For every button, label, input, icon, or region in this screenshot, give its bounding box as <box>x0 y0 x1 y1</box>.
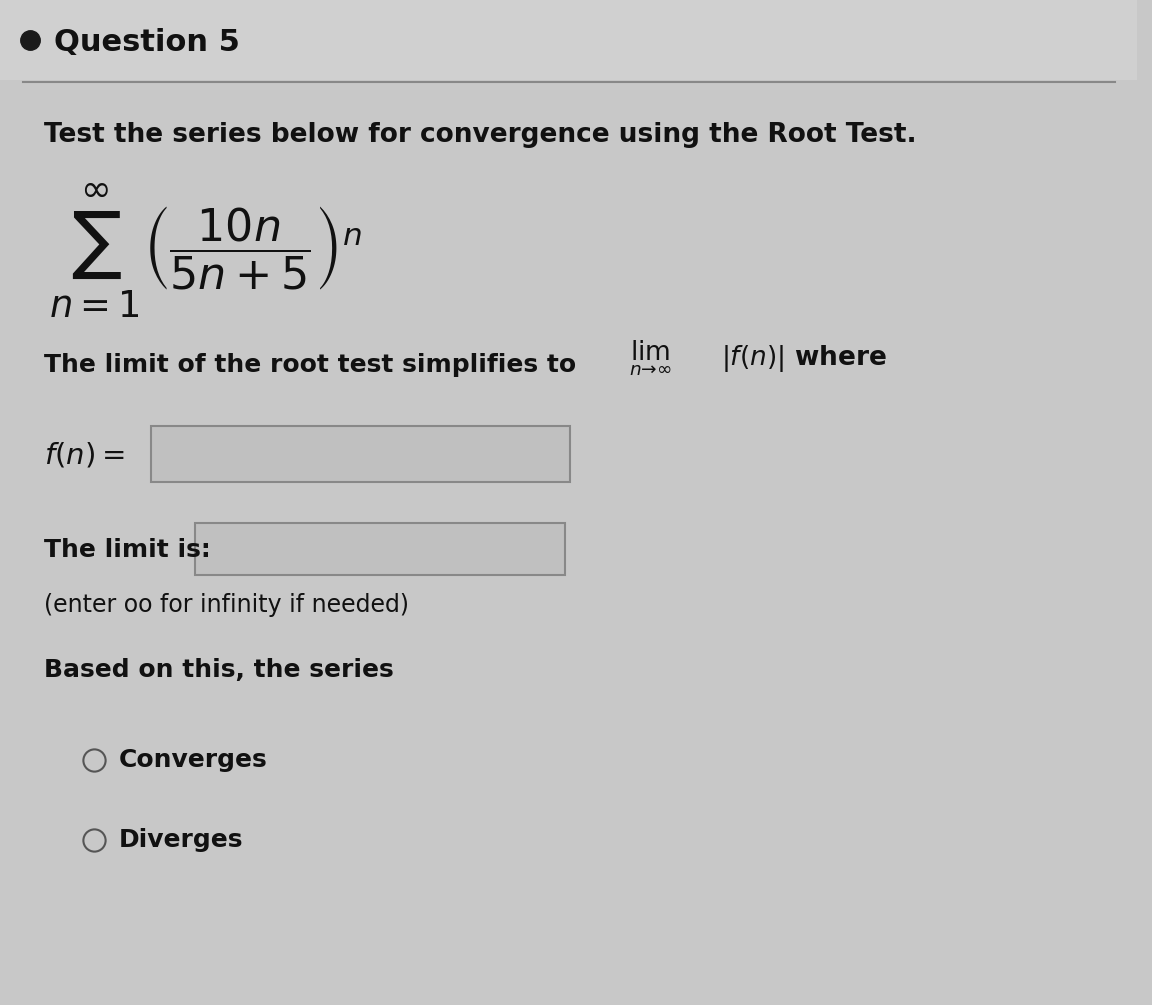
FancyBboxPatch shape <box>0 0 1137 80</box>
Text: Test the series below for convergence using the Root Test.: Test the series below for convergence us… <box>45 122 917 148</box>
Text: $f(n) =$: $f(n) =$ <box>45 440 124 469</box>
Text: $\left(\dfrac{10n}{5n+5}\right)^{n}$: $\left(\dfrac{10n}{5n+5}\right)^{n}$ <box>143 204 362 291</box>
Text: Based on this, the series: Based on this, the series <box>45 658 394 682</box>
Text: $\sum_{n=1}^{\infty}$: $\sum_{n=1}^{\infty}$ <box>50 181 141 319</box>
FancyBboxPatch shape <box>196 523 564 575</box>
Text: The limit is:: The limit is: <box>45 538 211 562</box>
Text: $|f(n)|$ where: $|f(n)|$ where <box>721 343 887 374</box>
Text: Diverges: Diverges <box>119 828 243 852</box>
FancyBboxPatch shape <box>151 426 569 482</box>
Text: Question 5: Question 5 <box>54 27 240 56</box>
Text: The limit of the root test simplifies to: The limit of the root test simplifies to <box>45 353 576 377</box>
Text: $\lim_{n \to \infty}$: $\lim_{n \to \infty}$ <box>629 339 672 378</box>
Text: (enter oo for infinity if needed): (enter oo for infinity if needed) <box>45 593 409 617</box>
Text: Converges: Converges <box>119 748 267 772</box>
